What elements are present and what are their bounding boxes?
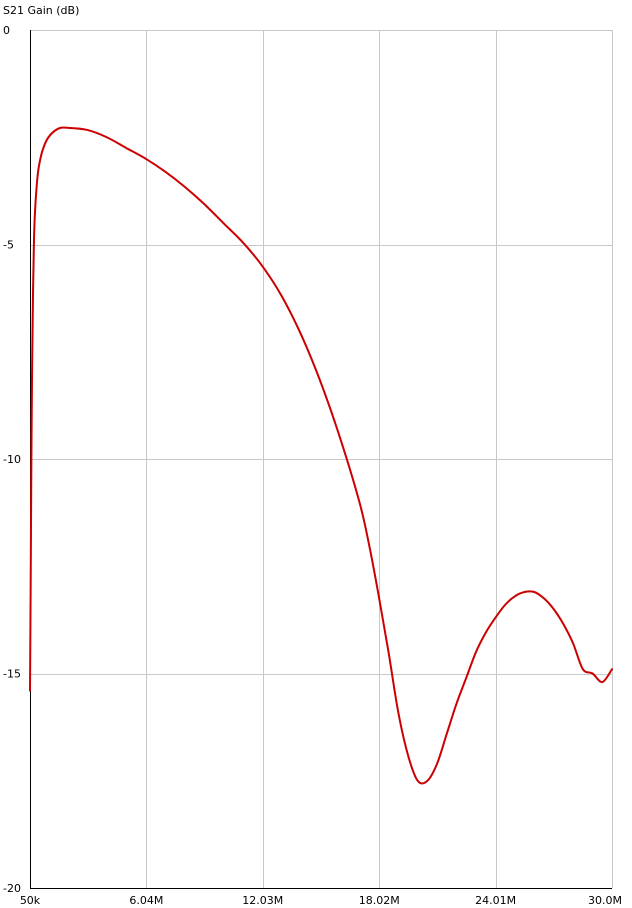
y-tick-label: -15	[3, 668, 21, 681]
x-tick-label: 50k	[20, 894, 41, 907]
x-tick-label: 6.04M	[129, 894, 163, 907]
y-tick-label: -10	[3, 453, 21, 466]
series-line-s21	[29, 126, 613, 785]
series-layer	[29, 126, 613, 785]
tick-labels: 50k 6.04M 12.03M 18.02M 24.01M 30.0M 0 -5 -10 -15…	[3, 24, 622, 907]
y-tick-label: -20	[3, 882, 21, 895]
grid	[30, 30, 613, 888]
x-tick-label: 18.02M	[359, 894, 400, 907]
x-tick-label: 12.03M	[242, 894, 283, 907]
y-tick-label: -5	[3, 239, 14, 252]
y-tick-label: 0	[3, 24, 10, 37]
chart-title: S21 Gain (dB)	[3, 4, 79, 17]
x-tick-label: 24.01M	[475, 894, 516, 907]
x-tick-label: 30.0M	[588, 894, 622, 907]
